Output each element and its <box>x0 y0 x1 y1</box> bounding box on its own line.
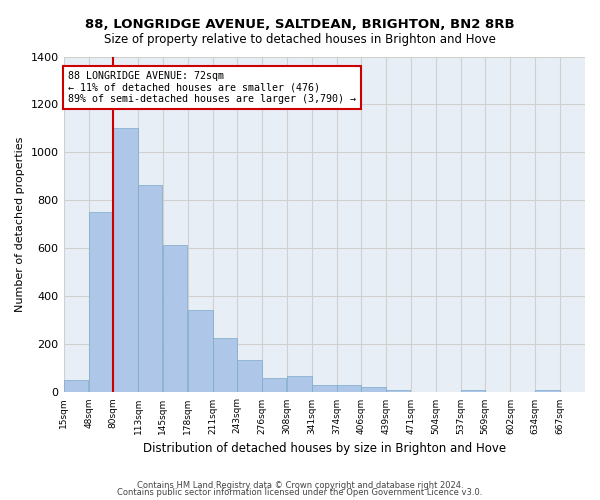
Bar <box>89 212 113 392</box>
Bar <box>213 338 237 392</box>
Bar <box>337 385 361 392</box>
Bar <box>386 390 410 392</box>
Bar <box>113 128 138 392</box>
Bar <box>312 385 337 392</box>
Bar <box>64 380 88 392</box>
Text: Size of property relative to detached houses in Brighton and Hove: Size of property relative to detached ho… <box>104 32 496 46</box>
Bar <box>461 390 485 392</box>
Bar <box>262 378 286 392</box>
Text: 88, LONGRIDGE AVENUE, SALTDEAN, BRIGHTON, BN2 8RB: 88, LONGRIDGE AVENUE, SALTDEAN, BRIGHTON… <box>85 18 515 30</box>
Bar <box>188 310 212 392</box>
Text: 88 LONGRIDGE AVENUE: 72sqm
← 11% of detached houses are smaller (476)
89% of sem: 88 LONGRIDGE AVENUE: 72sqm ← 11% of deta… <box>68 71 356 104</box>
Bar <box>237 360 262 392</box>
Y-axis label: Number of detached properties: Number of detached properties <box>15 137 25 312</box>
X-axis label: Distribution of detached houses by size in Brighton and Hove: Distribution of detached houses by size … <box>143 442 506 455</box>
Bar <box>139 185 163 392</box>
Text: Contains public sector information licensed under the Open Government Licence v3: Contains public sector information licen… <box>118 488 482 497</box>
Bar <box>163 245 187 392</box>
Bar <box>535 390 560 392</box>
Bar <box>361 387 386 392</box>
Text: Contains HM Land Registry data © Crown copyright and database right 2024.: Contains HM Land Registry data © Crown c… <box>137 480 463 490</box>
Bar <box>287 376 311 392</box>
